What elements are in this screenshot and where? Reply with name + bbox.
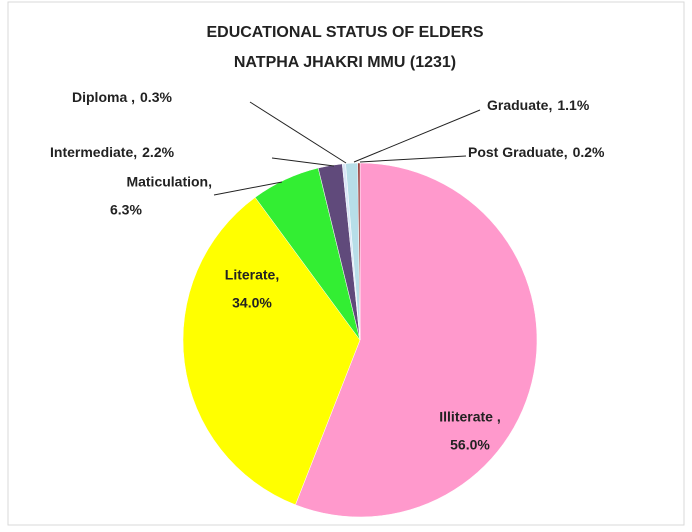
slice-label: Graduate, 1.1% xyxy=(487,97,590,113)
leader-line xyxy=(359,155,467,163)
category-label: Literate, xyxy=(225,267,279,283)
chart-subtitle: NATPHA JHAKRI MMU (1231) xyxy=(234,54,456,71)
value-label: 34.0% xyxy=(232,295,272,311)
chart-title: EDUCATIONAL STATUS OF ELDERS xyxy=(206,24,483,41)
leader-line xyxy=(353,109,481,163)
pie-slice xyxy=(295,162,538,518)
slice-label: Post Graduate, 0.2% xyxy=(468,144,605,160)
value-label: 56.0% xyxy=(450,437,490,453)
category-label: Illiterate , xyxy=(439,409,500,425)
category-label: Post Graduate, xyxy=(468,144,568,160)
value-label: 2.2% xyxy=(142,144,174,160)
value-label: 6.3% xyxy=(110,202,142,218)
pie-slice xyxy=(357,162,361,341)
value-label: 1.1% xyxy=(557,97,589,113)
category-label: Graduate, xyxy=(487,97,552,113)
category-label: Diploma , xyxy=(72,89,135,105)
value-label: 0.2% xyxy=(573,144,605,160)
slice-label: Intermediate, 2.2% xyxy=(50,144,175,160)
category-label: Intermediate, xyxy=(50,144,137,160)
slice-label: Diploma , 0.3% xyxy=(72,89,172,105)
leader-line xyxy=(249,101,347,164)
leader-line xyxy=(213,181,283,196)
leader-line xyxy=(271,157,335,167)
value-label: 0.3% xyxy=(140,89,172,105)
pie-slice xyxy=(182,197,361,506)
category-label: Maticulation, xyxy=(126,174,212,190)
